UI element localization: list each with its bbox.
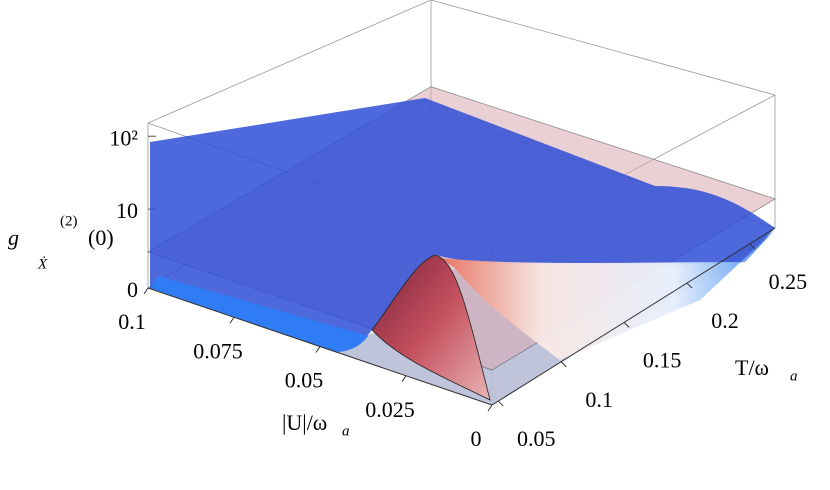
- x-tick-label: 0.05: [285, 368, 324, 393]
- x-tick: [229, 316, 235, 324]
- peak: [371, 254, 491, 401]
- y-tick-label: 0.1: [585, 387, 613, 412]
- low-strip: [150, 276, 368, 352]
- y-tick: [749, 243, 756, 250]
- y-tick-label: 0.25: [769, 269, 808, 294]
- x-tick-label: 0.1: [118, 309, 146, 334]
- y-label-sub: a: [790, 368, 798, 384]
- surface-top: [150, 98, 775, 401]
- x-tick: [487, 404, 493, 412]
- x-label: |U|/ω: [282, 410, 327, 435]
- y-tick: [686, 282, 693, 289]
- y-tick: [623, 322, 630, 328]
- z-tick-label: 10²: [109, 125, 138, 150]
- y-tick: [497, 400, 504, 407]
- z-label-sup: (2): [60, 213, 78, 229]
- y-tick-label: 0.05: [517, 426, 556, 451]
- z-label-tail: (0): [88, 225, 114, 250]
- y-label: T/ω: [735, 355, 769, 380]
- z-tick-label: 10: [116, 198, 138, 223]
- box-edge: [147, 0, 432, 124]
- y-tick-label: 0.15: [643, 347, 682, 372]
- front-edges: [143, 227, 776, 412]
- x-tick-label: 0: [471, 426, 482, 451]
- upper-sheet: [150, 98, 775, 352]
- box-edge: [491, 227, 776, 406]
- z-tick-label: 0: [127, 277, 138, 302]
- z-label: g: [8, 225, 19, 250]
- x-tick: [315, 346, 321, 353]
- ridge: [440, 230, 775, 360]
- box-edge: [430, 0, 776, 96]
- x-tick: [143, 287, 149, 295]
- y-tick-label: 0.2: [711, 308, 739, 333]
- x-tick-label: 0.025: [365, 397, 415, 422]
- labels: g Ẋ (2) (0) |U|/ω a T/ω a 0 0.025 0.05 0.07…: [8, 125, 807, 451]
- z-label-sub: Ẋ: [37, 256, 48, 272]
- x-label-sub: a: [342, 423, 350, 439]
- x-tick-label: 0.075: [193, 338, 243, 363]
- x-tick: [401, 375, 407, 383]
- y-tick: [560, 361, 567, 368]
